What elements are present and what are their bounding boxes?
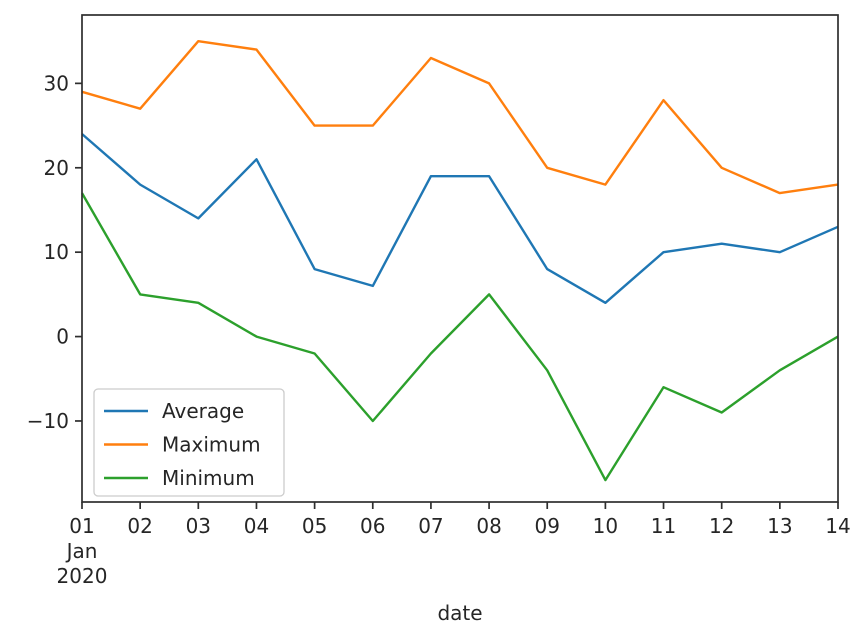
x-tick-label: 07 <box>418 514 443 538</box>
x-tick-sublabel: Jan <box>65 539 98 563</box>
y-tick-label: 20 <box>44 156 69 180</box>
x-tick-label: 12 <box>709 514 734 538</box>
y-tick-label: −10 <box>27 409 69 433</box>
series-line-minimum <box>80 192 839 482</box>
x-tick-label: 08 <box>476 514 501 538</box>
x-tick-label: 04 <box>244 514 269 538</box>
x-tick-label: 13 <box>767 514 792 538</box>
legend-label-minimum: Minimum <box>162 466 255 490</box>
series-line-average <box>81 133 839 304</box>
x-tick-label: 09 <box>535 514 560 538</box>
x-tick-label: 11 <box>651 514 676 538</box>
x-tick-label: 10 <box>593 514 618 538</box>
x-tick-sublabel: 2020 <box>57 564 108 588</box>
x-tick-label: 01 <box>69 514 94 538</box>
legend-label-maximum: Maximum <box>162 433 261 457</box>
x-axis-label: date <box>437 601 482 625</box>
y-tick-label: 30 <box>44 71 69 95</box>
x-tick-label: 06 <box>360 514 385 538</box>
x-tick-label: 03 <box>186 514 211 538</box>
legend-label-average: Average <box>162 399 244 423</box>
x-tick-label: 14 <box>825 514 850 538</box>
legend-box <box>93 388 285 497</box>
y-tick-label: 0 <box>56 325 69 349</box>
plot-border <box>81 14 839 503</box>
series-line-maximum <box>81 40 839 195</box>
y-tick-label: 10 <box>44 240 69 264</box>
x-tick-label: 02 <box>127 514 152 538</box>
x-tick-label: 05 <box>302 514 327 538</box>
